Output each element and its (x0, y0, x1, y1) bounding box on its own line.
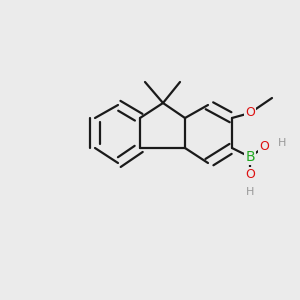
Text: B: B (245, 150, 255, 164)
Text: O: O (259, 140, 269, 154)
Text: H: H (246, 187, 254, 197)
Text: O: O (245, 106, 255, 119)
Text: O: O (245, 167, 255, 181)
Text: H: H (278, 138, 286, 148)
